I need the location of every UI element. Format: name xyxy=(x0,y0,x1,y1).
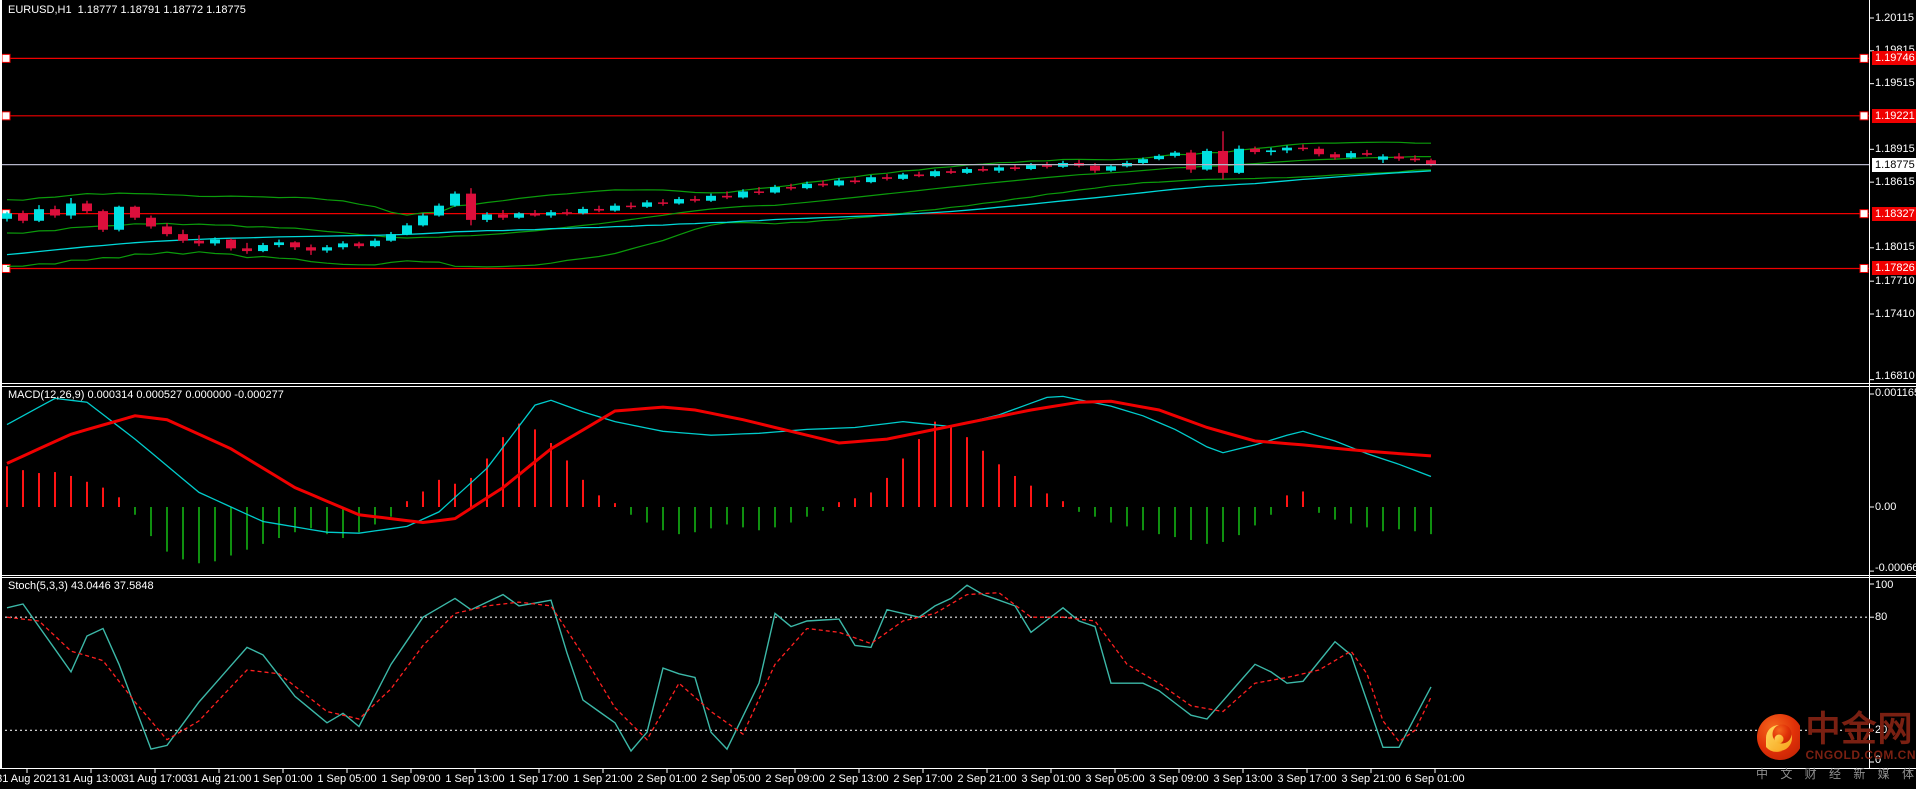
time-axis-label: 31 Aug 13:00 xyxy=(58,773,124,785)
stoch-tick-label: 20 xyxy=(1875,723,1888,736)
price-tick-label: 1.19515 xyxy=(1875,77,1915,90)
time-axis-label: 2 Sep 09:00 xyxy=(765,773,825,785)
watermark-domain: CNGOLD.COM.CN xyxy=(1805,748,1916,762)
price-tick-label: 1.18915 xyxy=(1875,142,1915,155)
time-axis-label: 31 Aug 2021 xyxy=(0,773,58,785)
time-axis-label: 3 Sep 09:00 xyxy=(1149,773,1209,785)
price-tick-label: 1.20115 xyxy=(1875,11,1914,24)
macd-pane xyxy=(6,395,1432,564)
current-price-chip: 1.18775 xyxy=(1872,157,1916,172)
time-axis-label: 2 Sep 21:00 xyxy=(957,773,1017,785)
watermark-title: 中金网 xyxy=(1805,710,1914,749)
time-axis-label: 3 Sep 01:00 xyxy=(1021,773,1081,785)
time-axis-label: 6 Sep 01:00 xyxy=(1405,773,1465,785)
time-axis-label: 3 Sep 13:00 xyxy=(1213,773,1273,785)
time-axis-label: 2 Sep 01:00 xyxy=(637,773,697,785)
red-level-price-chip[interactable]: 1.18327 xyxy=(1872,206,1916,221)
red-level-price-chip[interactable]: 1.17826 xyxy=(1872,261,1916,276)
time-axis-label: 1 Sep 13:00 xyxy=(445,773,505,785)
main-pane xyxy=(2,53,1869,273)
macd-indicator-label: MACD(12,26,9) 0.000314 0.000527 0.000000… xyxy=(8,389,284,401)
time-axis-label: 2 Sep 17:00 xyxy=(893,773,953,785)
watermark-slogan: 中 文 财 经 新 媒 体 xyxy=(1756,767,1916,781)
time-axis-label: 31 Aug 21:00 xyxy=(186,773,252,785)
price-tick-label: 1.18015 xyxy=(1875,241,1915,254)
price-tick-label: 1.16810 xyxy=(1875,369,1915,382)
macd-tick-label: 0.00 xyxy=(1875,500,1897,513)
stoch-tick-label: 0 xyxy=(1875,753,1882,766)
symbol-ohlc-label: EURUSD,H1 1.18777 1.18791 1.18772 1.1877… xyxy=(8,4,246,16)
cngold-watermark: 中金网 CNGOLD.COM.CN 中 文 财 经 新 媒 体 xyxy=(1756,712,1916,782)
time-axis-label: 3 Sep 21:00 xyxy=(1341,773,1401,785)
time-axis-label: 1 Sep 05:00 xyxy=(317,773,377,785)
red-level-price-chip[interactable]: 1.19746 xyxy=(1872,51,1916,66)
time-axis-label: 1 Sep 17:00 xyxy=(509,773,569,785)
cngold-logo-icon xyxy=(1757,714,1800,760)
time-axis-label: 2 Sep 13:00 xyxy=(829,773,889,785)
macd-tick-label: 0.001165 xyxy=(1875,387,1916,400)
time-axis-label: 3 Sep 05:00 xyxy=(1085,773,1145,785)
stoch-pane xyxy=(2,584,1869,753)
price-tick-label: 1.17710 xyxy=(1875,274,1915,287)
time-axis-label: 1 Sep 01:00 xyxy=(253,773,313,785)
stoch-indicator-label: Stoch(5,3,3) 43.0446 37.5848 xyxy=(8,580,154,592)
red-level-price-chip[interactable]: 1.19221 xyxy=(1872,108,1916,123)
time-axis-label: 1 Sep 09:00 xyxy=(381,773,441,785)
stoch-tick-label: 100 xyxy=(1875,578,1894,591)
price-tick-label: 1.17410 xyxy=(1875,307,1915,320)
stoch-tick-label: 80 xyxy=(1875,610,1888,623)
time-axis-label: 2 Sep 05:00 xyxy=(701,773,761,785)
time-axis-label: 31 Aug 17:00 xyxy=(122,773,188,785)
time-axis-label: 1 Sep 21:00 xyxy=(573,773,633,785)
price-tick-label: 1.18615 xyxy=(1875,175,1915,188)
time-axis-label: 3 Sep 17:00 xyxy=(1277,773,1337,785)
